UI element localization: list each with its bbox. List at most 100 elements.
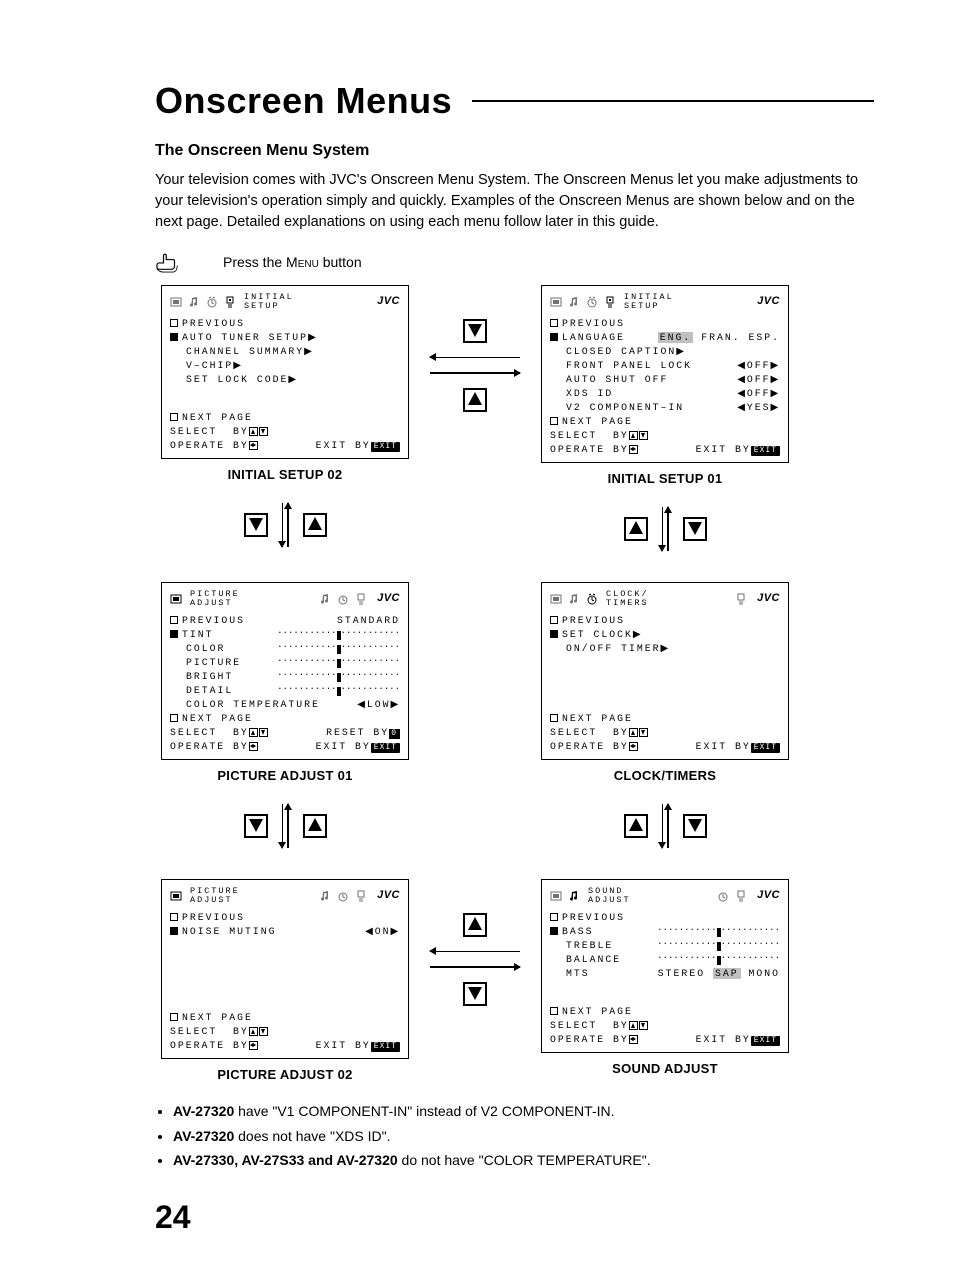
- up-arrow-icon: [463, 388, 487, 412]
- line-tint: TINT······················: [170, 627, 400, 641]
- clock-icon: [586, 593, 598, 605]
- menu-clock-timers: CLOCK/ TIMERS JVC PREVIOUS SET CLOCK▶ ON…: [541, 582, 789, 760]
- caption-sound-adjust: SOUND ADJUST: [612, 1061, 718, 1076]
- title-row: Onscreen Menus: [155, 80, 874, 122]
- line-previous: PREVIOUS: [170, 910, 400, 924]
- menu-title: INITIAL SETUP: [624, 293, 674, 310]
- vnav-4: [624, 799, 707, 853]
- up-arrow-icon: [624, 517, 648, 541]
- line-select: SELECT BYRESET BY0: [170, 725, 400, 739]
- thin-arrow-down: [662, 507, 664, 551]
- line-mts: MTSSTEREO SAP MONO: [550, 966, 780, 980]
- manual-page: Onscreen Menus The Onscreen Menu System …: [0, 0, 954, 1276]
- line-set-lock: SET LOCK CODE▶: [170, 372, 400, 386]
- line-auto-shutoff: AUTO SHUT OFF◀OFF▶: [550, 372, 780, 386]
- tv-icon: [550, 296, 562, 308]
- col-picture02: PICTURE ADJUST JVC PREVIOUS NOISE MUTING…: [155, 879, 415, 1082]
- line-operate: OPERATE BYEXIT BYEXIT: [170, 438, 400, 452]
- thin-arrow-right: [430, 966, 520, 968]
- note-2: AV-27320 does not have "XDS ID".: [173, 1125, 874, 1147]
- setup-icon: [355, 593, 367, 605]
- line-xds-id: XDS ID◀OFF▶: [550, 386, 780, 400]
- thin-arrow-up: [287, 804, 289, 848]
- note-1: AV-27320 have "V1 COMPONENT-IN" instead …: [173, 1100, 874, 1122]
- title-rule: [472, 100, 874, 102]
- menu-picture-adjust-02: PICTURE ADJUST JVC PREVIOUS NOISE MUTING…: [161, 879, 409, 1059]
- vnav-3: [244, 799, 327, 853]
- press-button-name: Menu: [286, 254, 319, 270]
- menu-picture-adjust-01: PICTURE ADJUST JVC PREVIOUSSTANDARD TINT…: [161, 582, 409, 760]
- line-next: NEXT PAGE: [170, 1010, 400, 1024]
- menu-header: SOUND ADJUST JVC: [550, 887, 780, 904]
- line-operate: OPERATE BYEXIT BYEXIT: [170, 739, 400, 753]
- menu-title: INITIAL SETUP: [244, 293, 294, 310]
- line-previous: PREVIOUS: [550, 316, 780, 330]
- tv-icon: [550, 890, 562, 902]
- line-select: SELECT BY: [170, 1024, 400, 1038]
- music-icon: [568, 296, 580, 308]
- line-select: SELECT BY: [550, 725, 780, 739]
- page-number: 24: [155, 1199, 874, 1236]
- clock-icon: [717, 890, 729, 902]
- line-previous: PREVIOUS: [550, 910, 780, 924]
- menu-header: CLOCK/ TIMERS JVC: [550, 590, 780, 607]
- line-auto-tuner: AUTO TUNER SETUP▶: [170, 330, 400, 344]
- notes-list: AV-27320 have "V1 COMPONENT-IN" instead …: [155, 1100, 874, 1171]
- down-arrow-icon: [683, 814, 707, 838]
- menu-header: PICTURE ADJUST JVC: [170, 887, 400, 904]
- down-arrow-icon: [463, 319, 487, 343]
- line-next: NEXT PAGE: [550, 1004, 780, 1018]
- line-previous: PREVIOUSSTANDARD: [170, 613, 400, 627]
- setup-icon: [604, 296, 616, 308]
- press-instruction: Press the Menu button: [155, 251, 874, 273]
- line-operate: OPERATE BYEXIT BYEXIT: [550, 442, 780, 456]
- line-closed-caption: CLOSED CAPTION▶: [550, 344, 780, 358]
- brand-label: JVC: [757, 887, 780, 904]
- menu-header: PICTURE ADJUST JVC: [170, 590, 400, 607]
- line-next: NEXT PAGE: [550, 414, 780, 428]
- brand-label: JVC: [377, 590, 400, 607]
- col-picture01: PICTURE ADJUST JVC PREVIOUSSTANDARD TINT…: [155, 582, 415, 871]
- menu-grid: INITIAL SETUP JVC PREVIOUS AUTO TUNER SE…: [155, 285, 874, 1082]
- line-operate: OPERATE BYEXIT BYEXIT: [550, 739, 780, 753]
- down-arrow-icon: [244, 814, 268, 838]
- caption-picture-adjust-02: PICTURE ADJUST 02: [217, 1067, 352, 1082]
- line-previous: PREVIOUS: [170, 316, 400, 330]
- intro-paragraph: Your television comes with JVC's Onscree…: [155, 170, 874, 233]
- thin-arrow-left: [430, 951, 520, 953]
- col-initial02: INITIAL SETUP JVC PREVIOUS AUTO TUNER SE…: [155, 285, 415, 570]
- menu-title: SOUND ADJUST: [588, 887, 631, 904]
- setup-icon: [735, 593, 747, 605]
- hnav-top: [415, 285, 535, 445]
- line-vchip: V–CHIP▶: [170, 358, 400, 372]
- line-previous: PREVIOUS: [550, 613, 780, 627]
- down-arrow-icon: [244, 513, 268, 537]
- music-icon: [188, 296, 200, 308]
- vnav-1: [244, 498, 327, 552]
- press-prefix: Press the: [223, 254, 286, 270]
- line-treble: TREBLE······················: [550, 938, 780, 952]
- thin-arrow-left: [430, 357, 520, 359]
- down-arrow-icon: [683, 517, 707, 541]
- line-balance: BALANCE······················: [550, 952, 780, 966]
- menu-initial-setup-01: INITIAL SETUP JVC PREVIOUS LANGUAGEENG. …: [541, 285, 789, 463]
- line-operate: OPERATE BYEXIT BYEXIT: [550, 1032, 780, 1046]
- line-set-clock: SET CLOCK▶: [550, 627, 780, 641]
- menu-header: INITIAL SETUP JVC: [170, 293, 400, 310]
- up-arrow-icon: [303, 814, 327, 838]
- music-icon: [568, 890, 580, 902]
- vnav-2: [624, 502, 707, 556]
- menu-title: CLOCK/ TIMERS: [606, 590, 649, 607]
- setup-icon: [735, 890, 747, 902]
- tv-icon: [170, 593, 182, 605]
- thin-arrow-right: [430, 372, 520, 374]
- col-clock: CLOCK/ TIMERS JVC PREVIOUS SET CLOCK▶ ON…: [535, 582, 795, 871]
- clock-icon: [206, 296, 218, 308]
- menu-initial-setup-02: INITIAL SETUP JVC PREVIOUS AUTO TUNER SE…: [161, 285, 409, 459]
- line-select: SELECT BY: [550, 428, 780, 442]
- menu-title: PICTURE ADJUST: [190, 590, 240, 607]
- note-3: AV-27330, AV-27S33 and AV-27320 do not h…: [173, 1149, 874, 1171]
- thin-arrow-up: [667, 507, 669, 551]
- line-next: NEXT PAGE: [170, 410, 400, 424]
- line-color-temp: COLOR TEMPERATURE◀LOW▶: [170, 697, 400, 711]
